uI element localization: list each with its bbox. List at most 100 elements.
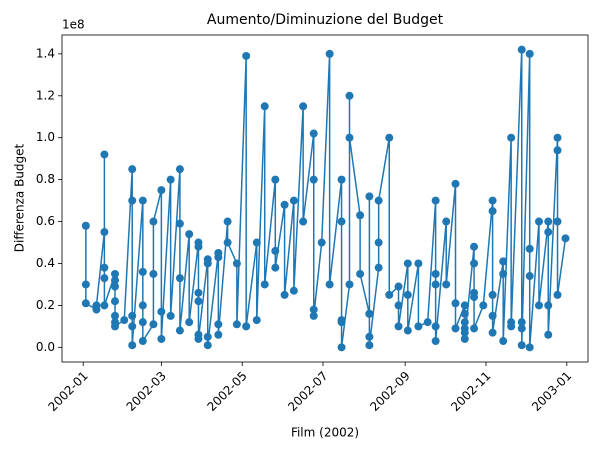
data-point [92,301,101,310]
data-point [507,322,516,331]
data-point [488,207,497,216]
plot-frame [61,34,589,363]
data-point [499,337,508,346]
data-point [414,322,423,331]
data-point [100,228,109,237]
data-point [232,320,241,329]
data-point [128,311,137,320]
data-point [525,272,534,281]
data-point [460,318,469,327]
data-point [337,175,346,184]
data-point [138,196,147,205]
x-tick-label: 2002-03 [124,369,169,414]
data-point [470,324,479,333]
data-point [175,326,184,335]
data-point [110,322,119,331]
data-point [365,309,374,318]
data-point [470,259,479,268]
data-point [403,326,412,335]
x-tick-label: 2002-07 [285,369,330,414]
chart-title: Aumento/Diminuzione del Budget [207,12,444,28]
data-point [100,150,109,159]
data-point [356,269,365,278]
data-point [166,175,175,184]
data-point [517,324,526,333]
data-point [431,269,440,278]
data-point [166,311,175,320]
y-tick-label: 1.2 [36,88,55,102]
data-point [534,217,543,226]
data-point [460,334,469,343]
data-point [120,316,129,325]
data-point [414,259,423,268]
data-point [110,297,119,306]
data-point [431,322,440,331]
data-point [214,330,223,339]
data-point [242,51,251,60]
data-point [203,259,212,268]
data-point [365,341,374,350]
data-point [203,341,212,350]
data-point [110,311,119,320]
data-point [271,246,280,255]
data-point [128,322,137,331]
data-point [337,343,346,352]
data-point [553,217,562,226]
data-point [534,301,543,310]
data-point [403,290,412,299]
data-point [451,179,460,188]
data-point [175,165,184,174]
data-point [110,282,119,291]
data-point [214,253,223,262]
data-point [394,301,403,310]
data-point [260,280,269,289]
data-point [149,320,158,329]
data-point [423,318,432,327]
data-point [242,322,251,331]
data-point [185,318,194,327]
data-point [325,280,334,289]
data-point [479,301,488,310]
data-point [525,343,534,352]
data-point [394,322,403,331]
data-point [280,200,289,209]
data-point [289,196,298,205]
data-point [260,102,269,111]
data-point [499,257,508,266]
data-point [309,129,318,138]
data-point [337,217,346,226]
data-point [403,259,412,268]
data-point [100,301,109,310]
data-point [544,217,553,226]
data-point [194,242,203,251]
data-point [157,334,166,343]
data-point [385,290,394,299]
data-point [470,293,479,302]
data-point [309,175,318,184]
data-point [345,133,354,142]
data-point [317,238,326,247]
data-point [517,45,526,54]
data-point [214,320,223,329]
data-point [525,244,534,253]
data-point [470,242,479,251]
data-point [81,299,90,308]
data-point [561,234,570,243]
x-tick-label: 2002-09 [367,369,412,414]
y-tick-label: 1.4 [36,46,55,60]
data-point [553,133,562,142]
data-point [451,299,460,308]
data-point [232,259,241,268]
data-point [175,274,184,283]
data-point [149,217,158,226]
data-point [299,217,308,226]
data-point [365,332,374,341]
data-point [138,301,147,310]
data-point [488,196,497,205]
data-point [499,269,508,278]
data-point [553,146,562,155]
x-tick-label: 2002-05 [204,369,249,414]
data-point [337,318,346,327]
data-point [385,133,394,142]
data-point [128,196,137,205]
